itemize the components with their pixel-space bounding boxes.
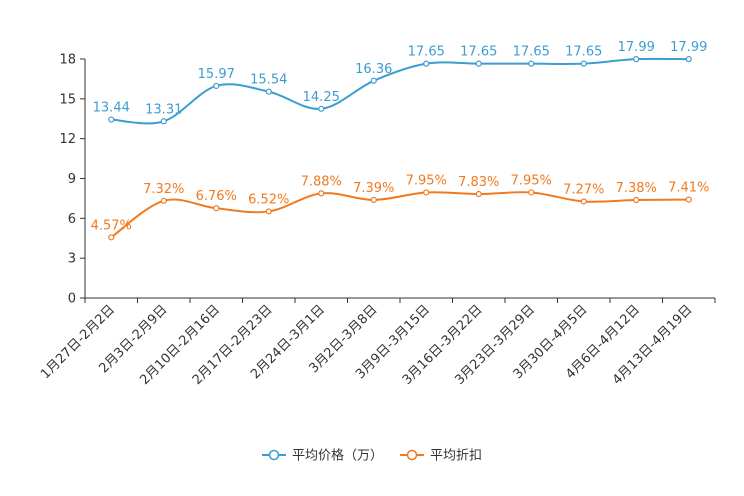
data-point[interactable] xyxy=(528,189,535,196)
data-label: 7.41% xyxy=(668,181,709,196)
data-point[interactable] xyxy=(108,234,115,241)
y-tick-label: 12 xyxy=(59,132,76,147)
data-point[interactable] xyxy=(580,60,587,67)
data-point[interactable] xyxy=(160,118,167,125)
legend-label: 平均折扣 xyxy=(430,449,482,464)
data-label: 15.54 xyxy=(250,73,287,88)
data-point[interactable] xyxy=(633,56,640,63)
data-label: 13.44 xyxy=(93,101,130,116)
data-label: 17.65 xyxy=(408,45,445,60)
data-label: 6.76% xyxy=(196,189,237,204)
data-label: 4.57% xyxy=(91,218,132,233)
series-layer: 13.44 13.31 15.97 15.54 14.25 16.36 17.65 17.65… xyxy=(91,40,709,241)
data-label: 17.99 xyxy=(618,40,655,55)
y-tick-label: 3 xyxy=(68,252,76,267)
legend-marker-icon xyxy=(268,449,280,461)
data-point[interactable] xyxy=(160,197,167,204)
data-label: 7.27% xyxy=(563,182,604,197)
series-line xyxy=(110,191,689,239)
data-label: 14.25 xyxy=(303,90,340,105)
data-point[interactable] xyxy=(528,60,535,67)
legend-label: 平均价格（万） xyxy=(292,448,383,464)
data-point[interactable] xyxy=(685,56,692,63)
data-label: 17.65 xyxy=(513,45,550,60)
legend[interactable]: 平均价格（万） 平均折扣 xyxy=(262,448,482,464)
data-label: 17.65 xyxy=(460,45,497,60)
y-tick-label: 9 xyxy=(68,172,76,187)
data-label: 7.39% xyxy=(353,181,394,196)
data-point[interactable] xyxy=(475,60,482,67)
data-label: 17.99 xyxy=(670,40,707,55)
data-label: 16.36 xyxy=(355,62,392,77)
data-point[interactable] xyxy=(423,189,430,196)
data-point[interactable] xyxy=(580,198,587,205)
data-label: 6.52% xyxy=(248,192,289,207)
data-point[interactable] xyxy=(475,190,482,198)
data-label: 7.32% xyxy=(143,182,184,197)
data-point[interactable] xyxy=(633,196,640,204)
legend-marker-icon xyxy=(406,449,418,461)
data-point[interactable] xyxy=(265,208,272,215)
y-tick-label: 18 xyxy=(59,53,76,68)
data-label: 13.31 xyxy=(145,102,182,117)
data-point[interactable] xyxy=(265,88,272,95)
legend-item-avg-price[interactable]: 平均价格（万） xyxy=(262,448,383,464)
data-point[interactable] xyxy=(213,205,220,212)
legend-item-avg-discount[interactable]: 平均折扣 xyxy=(400,449,482,464)
y-tick-label: 0 xyxy=(68,292,76,307)
data-label: 7.88% xyxy=(301,174,342,189)
data-point[interactable] xyxy=(685,196,692,203)
data-point[interactable] xyxy=(108,116,115,123)
series-avg-discount: 4.57% 7.32% 6.76% 6.52% 7.88% 7.39% 7.95% 7.83%… xyxy=(91,173,709,241)
data-label: 7.95% xyxy=(406,173,447,188)
data-label: 7.95% xyxy=(511,173,552,188)
data-point[interactable] xyxy=(213,82,220,90)
data-label: 15.97 xyxy=(198,67,235,82)
series-line xyxy=(111,57,689,125)
data-point[interactable] xyxy=(423,60,430,67)
data-point[interactable] xyxy=(318,105,325,112)
data-label: 17.65 xyxy=(565,45,602,60)
axes: 03691215181月27日-2月2日2月3日-2月9日2月10日-2月16日… xyxy=(38,53,716,388)
series-avg-price: 13.44 13.31 15.97 15.54 14.25 16.36 17.65 17.65… xyxy=(93,40,707,125)
y-tick-label: 6 xyxy=(68,212,76,227)
data-point[interactable] xyxy=(370,77,377,84)
data-label: 7.38% xyxy=(616,181,657,196)
data-point[interactable] xyxy=(370,196,377,203)
data-label: 7.83% xyxy=(458,175,499,190)
data-point[interactable] xyxy=(318,190,325,197)
y-tick-label: 15 xyxy=(59,92,76,107)
